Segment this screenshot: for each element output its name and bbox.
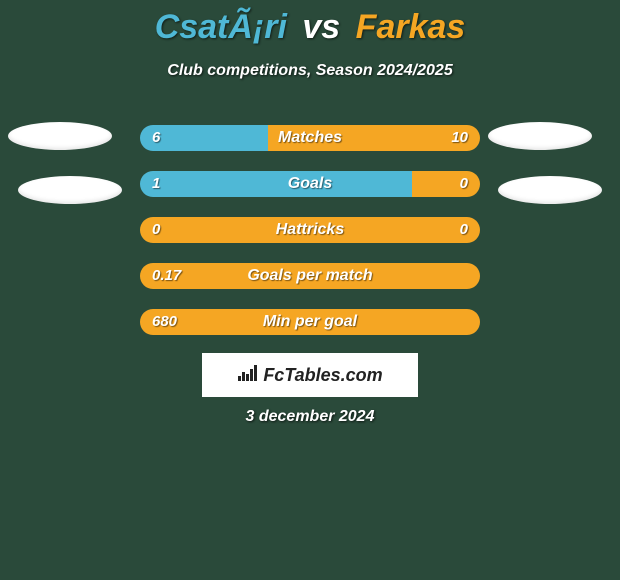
brand-label: FcTables.com [263, 365, 382, 386]
oval-placeholder [488, 122, 592, 150]
oval-placeholder [498, 176, 602, 204]
bars-icon [237, 364, 259, 387]
stat-label: Matches [140, 125, 480, 151]
player-left-name: CsatÃ¡ri [155, 8, 287, 46]
stat-row: 0.17 Goals per match [140, 263, 480, 289]
stat-row: 680 Min per goal [140, 309, 480, 335]
brand-text: FcTables.com [237, 364, 382, 387]
vs-text: vs [302, 8, 340, 46]
stat-rows: 6 Matches 10 1 Goals 0 0 Hattricks 0 0.1… [140, 125, 480, 355]
date-text: 3 december 2024 [0, 408, 620, 426]
comparison-card: CsatÃ¡ri vs Farkas Club competitions, Se… [0, 0, 620, 580]
stat-label: Hattricks [140, 217, 480, 243]
stat-row: 6 Matches 10 [140, 125, 480, 151]
stat-row: 0 Hattricks 0 [140, 217, 480, 243]
subtitle: Club competitions, Season 2024/2025 [0, 62, 620, 80]
oval-placeholder [8, 122, 112, 150]
stat-label: Goals [140, 171, 480, 197]
stat-row: 1 Goals 0 [140, 171, 480, 197]
player-right-name: Farkas [356, 8, 466, 46]
brand-badge: FcTables.com [202, 353, 418, 397]
stat-value-right: 10 [451, 125, 468, 151]
stat-label: Goals per match [140, 263, 480, 289]
page-title: CsatÃ¡ri vs Farkas [0, 8, 620, 47]
oval-placeholder [18, 176, 122, 204]
stat-value-right: 0 [460, 171, 468, 197]
stat-label: Min per goal [140, 309, 480, 335]
stat-value-right: 0 [460, 217, 468, 243]
